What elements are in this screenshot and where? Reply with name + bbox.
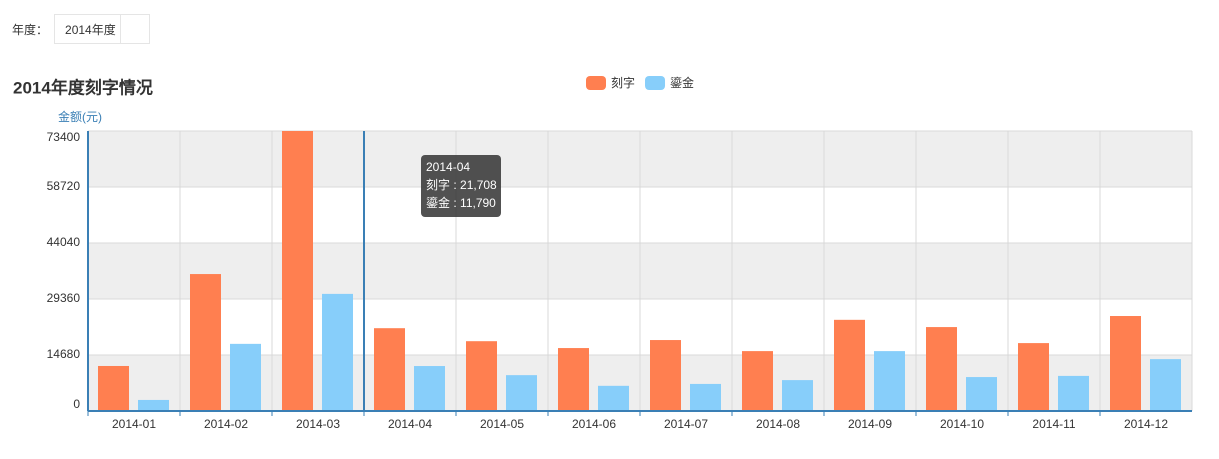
- x-tick-label: 2014-10: [940, 417, 984, 431]
- x-tick-label: 2014-01: [112, 417, 156, 431]
- filter-label: 年度：: [12, 22, 49, 37]
- tooltip-row: 刻字 : 21,708: [426, 177, 497, 192]
- bar: [782, 380, 813, 411]
- tooltip-name: 鎏金: [426, 195, 450, 210]
- tooltip-name: 刻字: [426, 177, 450, 192]
- bar: [834, 319, 865, 411]
- y-axis-label: 金额(元): [58, 109, 102, 124]
- x-tick-label: 2014-02: [204, 417, 248, 431]
- x-tick-label: 2014-05: [480, 417, 524, 431]
- bar: [190, 274, 221, 411]
- x-tick-label: 2014-11: [1032, 417, 1075, 431]
- tooltip-value: 21,708: [460, 178, 497, 192]
- bar: [926, 327, 957, 411]
- tooltip-title: 2014-04: [426, 160, 470, 174]
- bar: [690, 383, 721, 411]
- select-value: 2014年度: [65, 22, 116, 37]
- x-tick-label: 2014-08: [756, 417, 800, 431]
- bar: [742, 351, 773, 411]
- tooltip-sep: :: [450, 178, 460, 192]
- tooltip-row: 鎏金 : 11,790: [426, 195, 496, 210]
- x-tick-label: 2014-07: [664, 417, 708, 431]
- year-select[interactable]: 2014年度: [54, 14, 151, 44]
- tooltip: [421, 155, 501, 217]
- x-tick-label: 2014-12: [1124, 417, 1168, 431]
- bar: [874, 351, 905, 411]
- bar: [650, 340, 681, 411]
- bar: [1150, 359, 1181, 411]
- bar: [1110, 316, 1141, 411]
- bar: [98, 365, 129, 411]
- bar: [322, 293, 353, 411]
- y-tick-label: 73400: [47, 130, 81, 144]
- bar: [282, 131, 313, 411]
- legend-swatch: [645, 76, 666, 90]
- bar: [1018, 343, 1049, 411]
- legend-label: 鎏金: [670, 75, 694, 90]
- bar: [138, 399, 169, 411]
- bar: [374, 328, 405, 411]
- y-tick-label: 14680: [47, 347, 81, 361]
- bar: [466, 341, 497, 411]
- bar: [558, 348, 589, 411]
- bar: [230, 343, 261, 411]
- x-tick-label: 2014-04: [388, 417, 432, 431]
- x-tick-label: 2014-09: [848, 417, 892, 431]
- y-tick-label: 44040: [47, 235, 81, 249]
- x-tick-label: 2014-06: [572, 417, 616, 431]
- bar: [506, 375, 537, 411]
- bar: [966, 377, 997, 411]
- tooltip-value: 11,790: [460, 196, 496, 210]
- chart-title: 2014年度刻字情况: [13, 77, 153, 97]
- bar: [414, 366, 445, 411]
- y-tick-label: 0: [73, 397, 80, 411]
- year-filter: 年度： 2014年度: [12, 14, 151, 44]
- tooltip-sep: :: [450, 196, 460, 210]
- y-tick-label: 58720: [47, 179, 81, 193]
- y-tick-label: 29360: [47, 291, 81, 305]
- legend-label: 刻字: [611, 75, 635, 90]
- legend-swatch: [586, 76, 606, 90]
- x-tick-label: 2014-03: [296, 417, 340, 431]
- bar: [1058, 375, 1089, 411]
- bar: [598, 385, 629, 411]
